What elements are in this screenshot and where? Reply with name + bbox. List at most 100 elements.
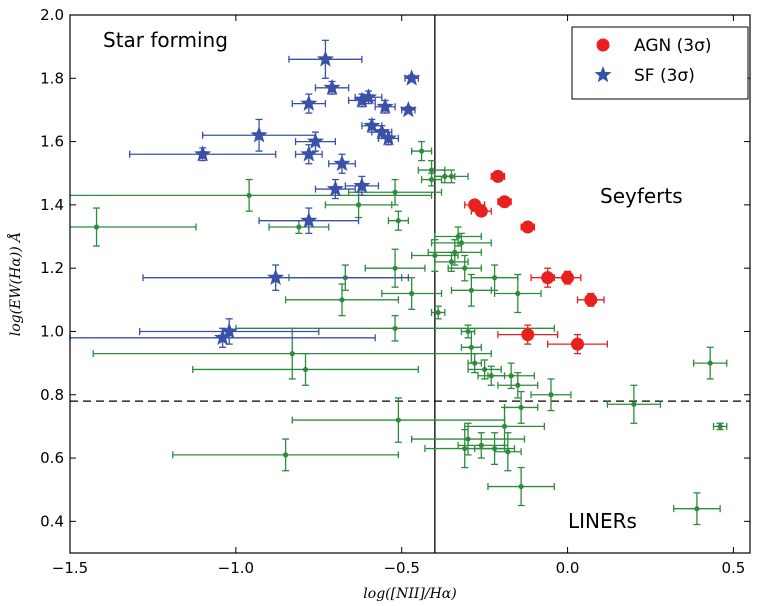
y-tick-label: 0.8 xyxy=(40,386,64,404)
green-marker xyxy=(519,405,524,410)
green-marker xyxy=(479,443,484,448)
x-tick-label: 0.0 xyxy=(556,559,580,577)
green-marker xyxy=(548,392,553,397)
agn-marker xyxy=(561,271,574,284)
green-marker xyxy=(296,224,301,229)
data-point xyxy=(488,468,554,506)
green-marker xyxy=(283,452,288,457)
data-point xyxy=(694,347,727,379)
data-point xyxy=(505,392,538,424)
data-point xyxy=(375,98,395,114)
green-marker xyxy=(290,351,295,356)
y-tick-label: 0.6 xyxy=(40,449,64,467)
data-point xyxy=(70,208,196,246)
sf-marker xyxy=(403,69,420,85)
data-point xyxy=(382,278,442,310)
green-marker xyxy=(492,275,497,280)
data-point xyxy=(498,195,511,208)
x-axis-label: log([NII]/Hα) xyxy=(363,586,456,602)
data-point xyxy=(292,94,325,113)
sf-marker xyxy=(400,101,417,117)
data-point xyxy=(70,328,375,347)
data-point xyxy=(269,221,329,234)
data-point xyxy=(714,423,727,430)
green-marker xyxy=(409,291,414,296)
green-marker xyxy=(432,253,437,258)
green-marker xyxy=(442,174,447,179)
data-point xyxy=(286,284,399,316)
data-point xyxy=(130,145,276,161)
green-marker xyxy=(396,417,401,422)
x-tick-label: −1.5 xyxy=(52,559,88,577)
green-marker xyxy=(515,291,520,296)
green-marker xyxy=(429,167,434,172)
data-point xyxy=(412,142,432,161)
green-marker xyxy=(396,218,401,223)
green-marker xyxy=(472,361,477,366)
green-marker xyxy=(519,484,524,489)
series-star xyxy=(70,40,420,347)
green-marker xyxy=(469,345,474,350)
green-marker xyxy=(392,326,397,331)
legend-marker-agn xyxy=(597,39,610,52)
region-label-star-forming: Star forming xyxy=(103,28,228,52)
data-point xyxy=(203,119,316,151)
green-marker xyxy=(419,148,424,153)
green-marker xyxy=(449,259,454,264)
green-marker xyxy=(694,506,699,511)
green-marker xyxy=(631,402,636,407)
green-marker xyxy=(436,310,441,315)
green-marker xyxy=(392,266,397,271)
data-point xyxy=(674,493,720,525)
green-marker xyxy=(303,367,308,372)
agn-marker xyxy=(584,293,597,306)
green-marker xyxy=(356,202,361,207)
green-marker xyxy=(502,424,507,429)
y-tick-label: 1.4 xyxy=(40,196,64,214)
green-marker xyxy=(509,373,514,378)
green-marker xyxy=(469,288,474,293)
green-marker xyxy=(718,424,723,429)
y-axis-label: log(EW(Hα)) Å xyxy=(6,232,24,337)
y-tick-label: 1.8 xyxy=(40,69,64,87)
data-point xyxy=(400,101,417,117)
data-point xyxy=(607,385,660,423)
data-point xyxy=(432,306,445,319)
data-point xyxy=(403,69,420,85)
green-marker xyxy=(247,193,252,198)
data-point xyxy=(554,271,581,284)
green-marker xyxy=(429,177,434,182)
data-point xyxy=(422,173,442,186)
x-tick-label: −0.5 xyxy=(383,559,419,577)
data-point xyxy=(315,79,348,95)
x-tick-label: −1.0 xyxy=(218,559,254,577)
data-point xyxy=(578,293,605,306)
y-tick-label: 1.6 xyxy=(40,133,64,151)
green-marker xyxy=(708,361,713,366)
data-point xyxy=(289,40,362,78)
green-marker xyxy=(465,436,470,441)
data-point xyxy=(70,180,432,212)
y-tick-label: 0.4 xyxy=(40,512,64,530)
green-marker xyxy=(482,367,487,372)
data-point xyxy=(259,208,359,233)
data-point xyxy=(296,145,323,164)
agn-marker xyxy=(571,338,584,351)
green-marker xyxy=(339,297,344,302)
green-marker xyxy=(392,190,397,195)
data-point xyxy=(193,354,419,386)
y-tick-label: 1.2 xyxy=(40,259,64,277)
y-tick-label: 2.0 xyxy=(40,6,64,24)
green-marker xyxy=(455,234,460,239)
green-marker xyxy=(94,224,99,229)
green-marker xyxy=(459,240,464,245)
legend-label-sf: SF (3σ) xyxy=(634,66,695,86)
y-tick-label: 1.0 xyxy=(40,322,64,340)
green-marker xyxy=(462,446,467,451)
data-point xyxy=(93,328,491,379)
legend: AGN (3σ) SF (3σ) xyxy=(572,27,748,99)
data-point xyxy=(548,335,608,354)
data-point xyxy=(329,154,356,173)
data-point xyxy=(495,275,541,313)
